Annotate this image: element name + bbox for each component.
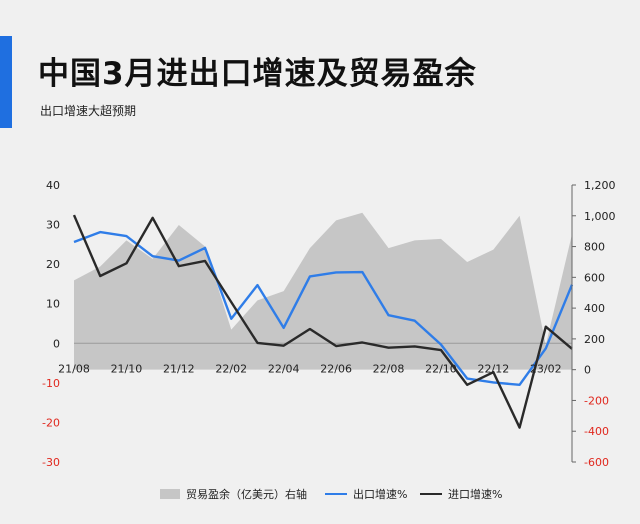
title-accent-bar xyxy=(0,36,12,128)
chart-title: 中国3月进出口增速及贸易盈余 xyxy=(38,56,477,92)
right-axis-tick-label: 400 xyxy=(584,302,605,315)
right-axis-tick-label: 0 xyxy=(584,364,591,377)
legend-item-export: 出口增速% xyxy=(325,486,407,502)
legend-label-export: 出口增速% xyxy=(353,488,408,501)
right-axis-tick-label: -600 xyxy=(584,456,609,469)
right-axis-tick-label: -200 xyxy=(584,394,609,407)
x-axis-tick-label: 21/08 xyxy=(58,362,90,375)
x-axis-tick-label: 22/02 xyxy=(215,362,247,375)
export-growth-line xyxy=(73,230,574,387)
legend-item-import: 进口增速% xyxy=(420,486,502,502)
left-axis-tick-label: 30 xyxy=(46,219,60,232)
right-axis-tick-label: 200 xyxy=(584,333,605,346)
legend-label-trade-surplus: 贸易盈余（亿美元）右轴 xyxy=(186,488,307,501)
legend: 贸易盈余（亿美元）右轴 出口增速% 进口增速% xyxy=(0,486,640,506)
left-axis-tick-label: -30 xyxy=(42,456,60,469)
x-axis-tick-label: 21/10 xyxy=(111,362,143,375)
right-axis-tick-label: 1,200 xyxy=(584,179,616,192)
legend-swatch-import xyxy=(420,493,442,495)
right-axis-tick-label: 600 xyxy=(584,271,605,284)
axes-group: 40 30 20 10 0 -10 -20 -30 1,200 1,000 800 600 400 200… xyxy=(42,179,615,469)
left-axis-tick-label: -20 xyxy=(42,416,60,429)
chart-subtitle: 出口增速大超预期 xyxy=(40,104,137,118)
x-axis-tick-label: 21/12 xyxy=(163,362,195,375)
x-axis-tick-label: 22/08 xyxy=(373,362,405,375)
left-axis-tick-label: 20 xyxy=(46,258,60,271)
x-axis-tick-label: 22/10 xyxy=(425,362,457,375)
legend-swatch-area xyxy=(160,489,180,499)
left-axis-tick-label: 10 xyxy=(46,298,60,311)
x-axis-tick-label: 22/04 xyxy=(268,362,300,375)
right-axis-tick-label: 1,000 xyxy=(584,210,616,223)
left-axis-tick-label: 40 xyxy=(46,179,60,192)
area-series-group xyxy=(74,212,572,370)
import-growth-line xyxy=(72,214,573,429)
left-axis-tick-label: 0 xyxy=(53,337,60,350)
x-axis-tick-label: 23/02 xyxy=(530,362,562,375)
x-axis-tick-label: 22/12 xyxy=(478,362,510,375)
line-series-group xyxy=(72,214,574,429)
right-axis-tick-label: -400 xyxy=(584,425,609,438)
legend-swatch-export xyxy=(325,493,347,495)
right-axis-tick-label: 800 xyxy=(584,241,605,254)
legend-label-import: 进口增速% xyxy=(448,488,503,501)
trade-surplus-area xyxy=(74,212,572,370)
left-axis-tick-label: -10 xyxy=(42,377,60,390)
x-axis-tick-label: 22/06 xyxy=(320,362,352,375)
legend-item-trade-surplus: 贸易盈余（亿美元）右轴 xyxy=(160,486,307,502)
